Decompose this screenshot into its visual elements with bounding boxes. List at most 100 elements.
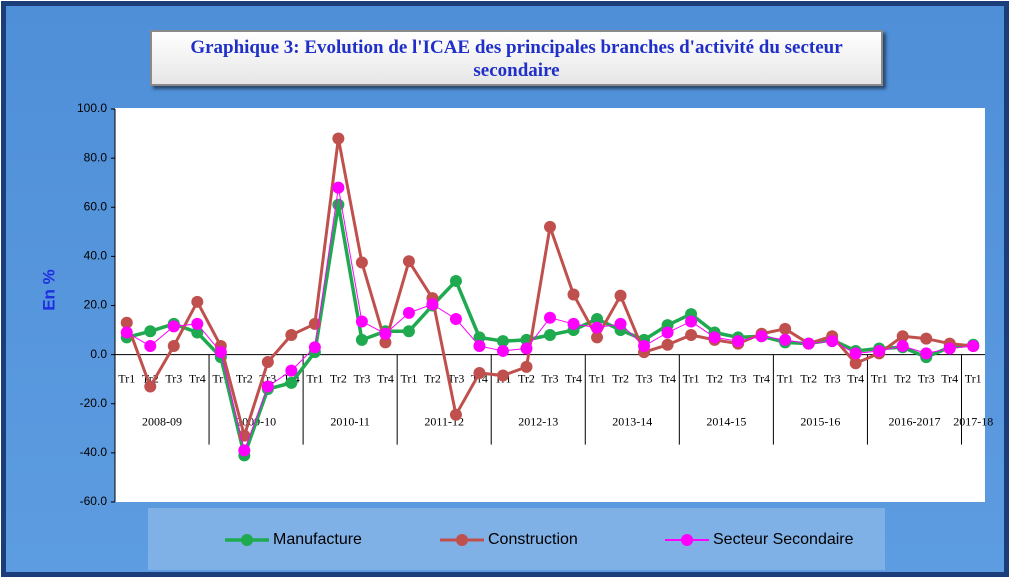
data-point (355, 315, 368, 328)
y-tick-label: -20.0 (80, 396, 108, 410)
x-tick-label: Tr2 (612, 371, 629, 385)
x-tick-label: Tr2 (330, 371, 347, 385)
data-point (896, 340, 909, 353)
data-point (285, 376, 298, 389)
x-tick-label: Tr1 (777, 371, 794, 385)
data-point (779, 322, 792, 335)
data-point (426, 298, 439, 311)
plot-area (115, 108, 985, 502)
data-point (661, 326, 674, 339)
y-tick-label: 20.0 (84, 298, 108, 312)
data-point (261, 355, 274, 368)
data-point (144, 380, 157, 393)
data-point (332, 132, 345, 145)
x-tick-label: Tr3 (542, 371, 559, 385)
data-point (285, 364, 298, 377)
data-point (473, 331, 486, 344)
data-point (826, 335, 839, 348)
data-point (332, 181, 345, 194)
data-point (779, 333, 792, 346)
x-tick-label: Tr4 (659, 371, 676, 385)
data-point (755, 330, 768, 343)
data-point (520, 342, 533, 355)
data-point (520, 360, 533, 373)
data-point (144, 325, 157, 338)
group-label: 2014-15 (706, 414, 746, 428)
data-point (685, 328, 698, 341)
x-tick-label: Tr3 (165, 371, 182, 385)
x-tick-label: Tr4 (377, 371, 394, 385)
data-point (896, 330, 909, 343)
legend-label: Secteur Secondaire (713, 531, 854, 548)
x-tick-label: Tr1 (589, 371, 606, 385)
data-point (591, 331, 604, 344)
y-tick-label: 40.0 (84, 249, 108, 263)
data-point (473, 340, 486, 353)
x-tick-label: Tr3 (353, 371, 370, 385)
data-point (355, 333, 368, 346)
x-tick-label: Tr4 (941, 371, 958, 385)
data-point (449, 408, 462, 421)
data-point (144, 340, 157, 353)
y-axis-label: En % (39, 269, 58, 311)
x-tick-label: Tr2 (894, 371, 911, 385)
x-tick-label: Tr2 (424, 371, 441, 385)
data-point (802, 337, 815, 350)
group-label: 2008-09 (142, 414, 182, 428)
data-point (191, 326, 204, 339)
x-tick-label: Tr1 (306, 371, 323, 385)
data-point (402, 255, 415, 268)
data-point (849, 357, 862, 370)
y-tick-label: 80.0 (84, 150, 108, 164)
x-tick-label: Tr3 (636, 371, 653, 385)
data-point (120, 316, 133, 329)
x-tick-label: Tr1 (965, 371, 982, 385)
legend-marker (241, 534, 253, 546)
group-label: 2012-13 (518, 414, 558, 428)
data-point (567, 317, 580, 330)
data-point (496, 335, 509, 348)
chart-title: Graphique 3: Evolution de l'ICAE des pri… (150, 30, 883, 86)
data-point (732, 335, 745, 348)
x-tick-label: Tr1 (871, 371, 888, 385)
data-point (308, 341, 321, 354)
data-point (449, 274, 462, 287)
data-point (379, 336, 392, 349)
x-tick-label: Tr2 (706, 371, 723, 385)
data-point (402, 325, 415, 338)
x-tick-label: Tr4 (847, 371, 864, 385)
y-tick-label: -40.0 (80, 445, 108, 459)
data-point (661, 338, 674, 351)
data-point (685, 315, 698, 328)
data-point (544, 311, 556, 324)
x-tick-label: Tr4 (565, 371, 582, 385)
y-tick-label: 0.0 (90, 347, 107, 361)
data-point (544, 328, 556, 341)
data-point (473, 367, 486, 380)
legend-marker (456, 534, 468, 546)
data-point (379, 327, 392, 340)
data-point (214, 346, 227, 359)
x-tick-label: Tr3 (918, 371, 935, 385)
data-point (496, 369, 509, 382)
data-point (920, 332, 933, 345)
x-tick-label: Tr2 (236, 371, 253, 385)
x-tick-label: Tr1 (118, 371, 135, 385)
data-point (591, 313, 604, 326)
data-point (708, 331, 721, 344)
y-tick-label: 100.0 (77, 101, 107, 115)
data-point (191, 295, 204, 308)
y-tick-label: 60.0 (84, 199, 108, 213)
y-tick-label: -60.0 (80, 494, 108, 508)
x-tick-label: Tr4 (753, 371, 770, 385)
legend-label: Construction (488, 531, 578, 548)
x-tick-label: Tr3 (730, 371, 747, 385)
data-point (449, 313, 462, 326)
data-point (567, 288, 580, 301)
legend-box (148, 508, 885, 570)
data-point (967, 340, 980, 353)
x-tick-label: Tr2 (800, 371, 817, 385)
group-label: 2013-14 (612, 414, 652, 428)
legend-label: Manufacture (273, 531, 362, 548)
data-point (591, 321, 604, 334)
